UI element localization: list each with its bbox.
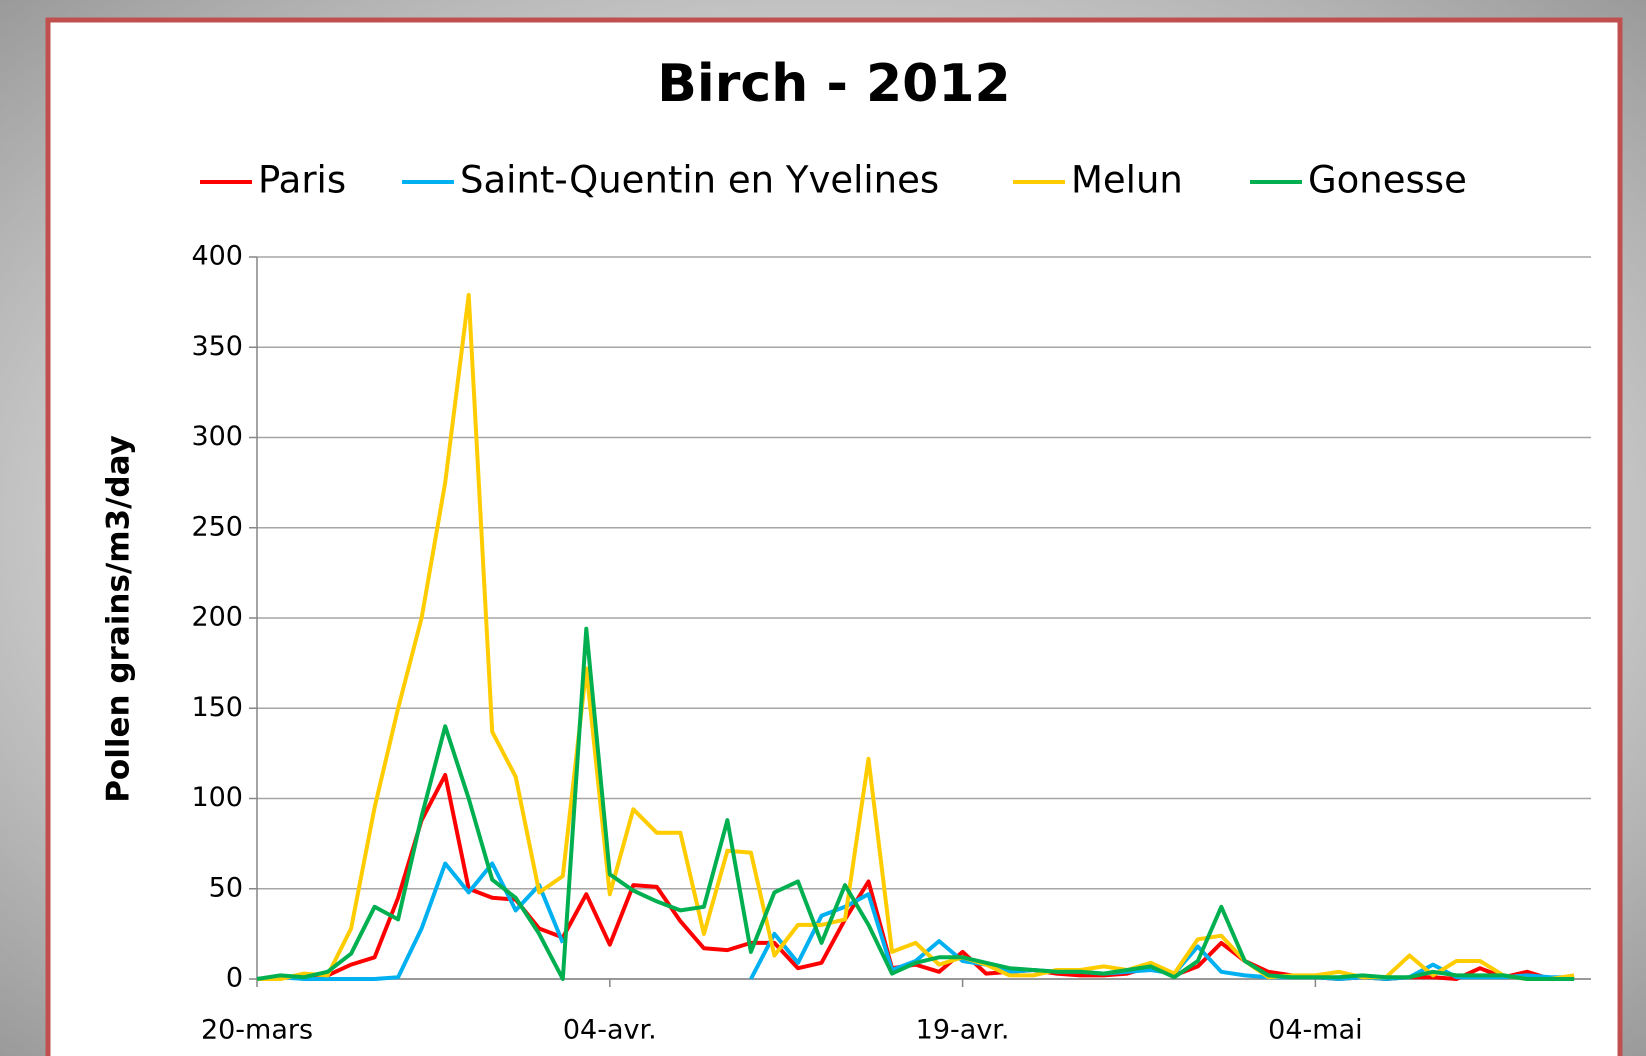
y-tick-label: 400	[191, 241, 243, 272]
legend-label: Saint-Quentin en Yvelines	[460, 159, 939, 202]
legend-label: Melun	[1071, 159, 1183, 202]
x-tick-label: 04-mai	[1268, 1015, 1362, 1046]
x-tick-label: 20-mars	[201, 1015, 313, 1046]
y-tick-label: 300	[191, 421, 243, 452]
y-tick-label: 350	[191, 331, 243, 362]
y-tick-label: 100	[191, 782, 243, 813]
legend-label: Paris	[258, 159, 346, 202]
x-tick-label: 04-avr.	[563, 1015, 657, 1046]
y-tick-label: 0	[226, 963, 243, 994]
y-tick-label: 150	[191, 692, 243, 723]
series-line	[256, 626, 1575, 981]
legend-label: Gonesse	[1308, 159, 1467, 202]
y-axis-title: Pollen grains/m3/day	[101, 435, 137, 803]
chart-title: Birch - 2012	[657, 54, 1010, 114]
y-tick-label: 50	[209, 872, 243, 903]
y-tick-label: 250	[191, 511, 243, 542]
chart-frame	[45, 17, 1623, 1056]
x-tick-label: 19-avr.	[916, 1015, 1010, 1046]
y-tick-label: 200	[191, 602, 243, 633]
